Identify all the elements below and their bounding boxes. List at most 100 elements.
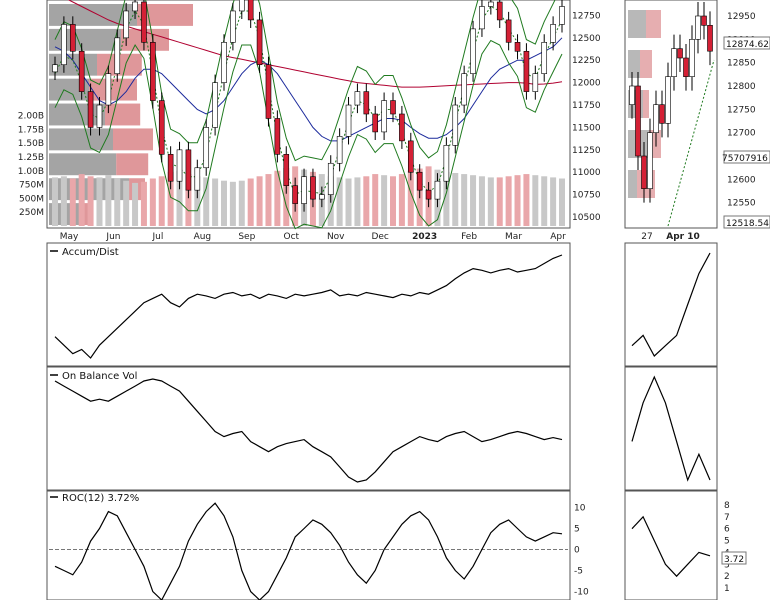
- volume-tick-label: 1.75B: [18, 125, 44, 135]
- candle-body: [319, 194, 325, 200]
- ma-slow-line: [67, 0, 563, 88]
- zoom-vbp-up-bar: [628, 10, 646, 38]
- vbp-down-bar: [105, 103, 141, 126]
- volume-bar: [505, 176, 512, 226]
- price-tick-label: 10500: [572, 213, 601, 223]
- candle-body: [541, 42, 548, 74]
- candle-body: [452, 104, 459, 146]
- candle-body: [407, 140, 414, 173]
- volume-tick-label: 500M: [19, 194, 44, 204]
- roc-zoom-tag: 3.72: [724, 555, 744, 565]
- price-tick-label: 11750: [572, 101, 601, 111]
- volume-bar: [212, 178, 219, 226]
- candle-body: [150, 42, 156, 101]
- volume-bar: [149, 178, 156, 226]
- volume-bar: [487, 177, 494, 226]
- month-label: Mar: [505, 232, 522, 242]
- obv-frame: [46, 366, 571, 491]
- month-label: Aug: [194, 232, 212, 242]
- bollinger-lower-line: [54, 39, 563, 230]
- volume-tick-label: 250M: [19, 208, 44, 218]
- month-label: 2023: [412, 232, 437, 242]
- roc-zoom-tick-label: 6: [724, 525, 730, 535]
- candle-body: [176, 149, 183, 182]
- roc-zoom-tick-label: 7: [724, 513, 730, 523]
- candle-body: [194, 167, 201, 191]
- month-label: Jul: [151, 232, 163, 242]
- candle-body: [185, 149, 192, 191]
- accum-dist-line: [54, 254, 563, 359]
- zoom-candle-body: [647, 132, 653, 189]
- roc-zoom-tick-label: 5: [724, 537, 730, 547]
- roc-frame: [46, 490, 571, 600]
- volume-bar: [221, 180, 227, 226]
- candle-body: [363, 91, 370, 115]
- roc-zoom-tick-label: 2: [724, 572, 730, 582]
- volume-bar: [354, 177, 361, 226]
- candle-body: [479, 6, 485, 30]
- zoom-price-tick-label: 12750: [727, 105, 756, 115]
- volume-tick-label: 1.25B: [18, 153, 44, 163]
- price-tick-label: 11250: [572, 146, 601, 156]
- roc-label: ROC(12) 3.72%: [62, 493, 139, 504]
- zoom-price-tick-label: 12800: [727, 82, 756, 92]
- zoom-candle-body: [695, 15, 701, 40]
- candle-body: [212, 82, 218, 128]
- obv-zoom-frame: [624, 366, 718, 491]
- roc-zoom-tick-label: 8: [724, 501, 730, 511]
- moving-average-layer: [54, 0, 563, 230]
- volume-bar: [523, 174, 530, 226]
- month-label: Jun: [105, 232, 120, 242]
- zoom-candle-body: [641, 155, 647, 189]
- candle-body: [532, 73, 539, 92]
- candle-body: [87, 91, 94, 128]
- vbp-up-bar: [49, 103, 105, 126]
- volume-bar: [87, 176, 94, 226]
- price-tick-label: 12250: [572, 56, 601, 66]
- candle-body: [354, 91, 361, 106]
- volume-bar: [496, 177, 503, 226]
- ma-mid-line: [54, 37, 563, 142]
- candle-body: [141, 1, 147, 43]
- roc-zoom-frame: [624, 490, 718, 600]
- zoom-candle-body: [629, 85, 635, 105]
- candle-body: [416, 171, 423, 191]
- zoom-candle-body: [659, 104, 665, 124]
- volume-bar: [140, 181, 147, 226]
- zoom-candle-body: [689, 39, 695, 77]
- volume-bar: [283, 168, 290, 226]
- accum-dist-zoom-frame: [624, 242, 718, 367]
- roc-line: [54, 502, 563, 600]
- candle-body: [443, 145, 450, 182]
- candle-body: [461, 73, 467, 106]
- volume-tick-label: 1.00B: [18, 167, 44, 177]
- price-tick-label: 12500: [572, 34, 601, 44]
- volume-tick-label: 2.00B: [18, 112, 44, 122]
- roc-tick-label: 10: [574, 503, 586, 513]
- zoom-candle-body: [635, 85, 641, 157]
- zoom-volume-tag: 75707916: [722, 154, 768, 164]
- obv-line: [54, 378, 563, 483]
- zoom-vbp-down-bar: [640, 50, 652, 78]
- roc-tick-label: 5: [574, 524, 580, 534]
- roc-tick-label: 0: [574, 546, 580, 556]
- volume-bar: [478, 176, 485, 226]
- obv-zoom-line: [631, 375, 711, 482]
- zoom-vbp-down-bar: [646, 10, 661, 38]
- zoom-price-tick-label: 12950: [727, 12, 756, 22]
- zoom-panel-frame: [624, 0, 718, 229]
- accum-dist-frame: [46, 242, 571, 367]
- bollinger-upper-line: [54, 0, 556, 162]
- candle-body: [247, 0, 254, 21]
- volume-bar: [372, 174, 379, 226]
- volume-tick-label: 750M: [19, 181, 44, 191]
- volume-bar: [203, 177, 210, 226]
- candle-body: [470, 28, 476, 74]
- volume-bar: [345, 178, 352, 226]
- roc-tick-label: -5: [574, 567, 583, 577]
- zoom-candle-body: [653, 104, 659, 133]
- candle-body: [256, 19, 263, 66]
- vbp-down-bar: [116, 153, 149, 176]
- price-tick-label: 10750: [572, 191, 601, 201]
